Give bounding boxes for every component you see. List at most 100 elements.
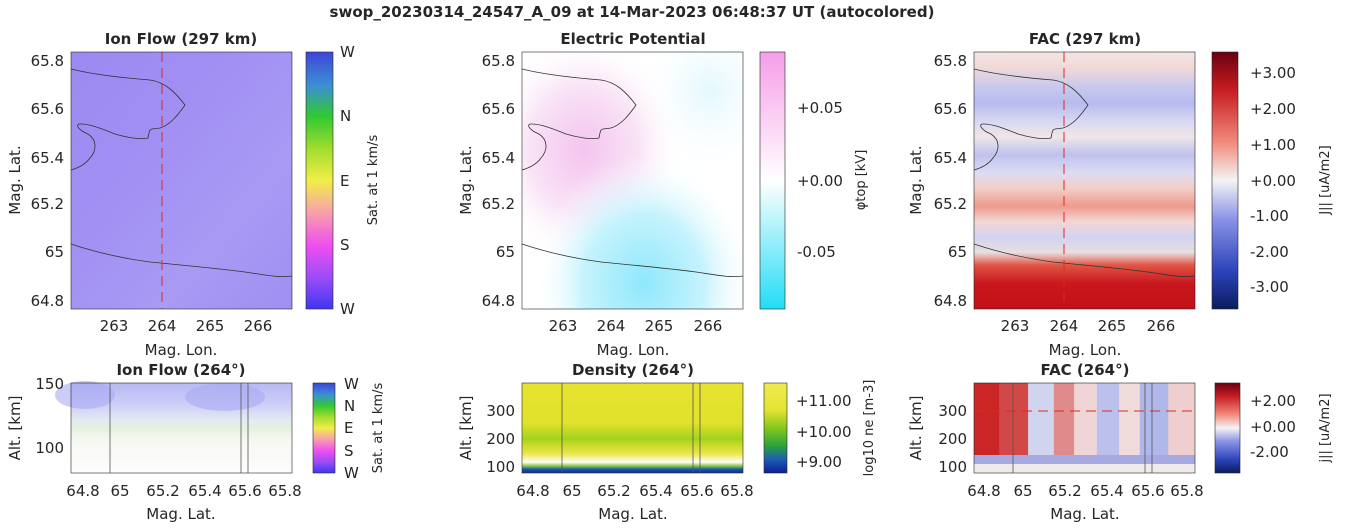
x-tick-label: 265 (196, 317, 225, 335)
x-axis-label: Mag. Lon. (1049, 341, 1122, 359)
y-tick-label: 100 (938, 458, 967, 476)
y-tick-label: 64.8 (934, 292, 967, 310)
x-tick-label: 266 (244, 317, 273, 335)
colorbar-tick-label: S (340, 236, 350, 254)
fac-map-yticks: 65.8 65.6 65.4 65.2 65 64.8 (934, 52, 967, 310)
potential-map-yticks: 65.8 65.6 65.4 65.2 65 64.8 (482, 52, 515, 310)
colorbar-tick-label: +0.05 (797, 99, 843, 117)
y-tick-label: 300 (486, 402, 515, 420)
colorbar-label: φtop [kV] (854, 150, 869, 211)
x-tick-label: 64.8 (516, 482, 549, 500)
y-tick-label: 200 (486, 430, 515, 448)
x-tick-label: 265 (645, 317, 674, 335)
x-axis-label: Mag. Lat. (1050, 505, 1119, 523)
colorbar-label: j|| [uA/m2] (1318, 393, 1333, 463)
x-tick-label: 65.6 (680, 482, 713, 500)
x-tick-label: 65.4 (188, 482, 221, 500)
y-axis-label: Mag. Lat. (907, 145, 925, 214)
y-tick-label: 65.6 (482, 100, 515, 118)
fac-alt-column (974, 383, 1000, 455)
fac-map-xticks: 263 264 265 266 (1001, 317, 1176, 335)
colorbar-tick-label: W (340, 300, 355, 318)
y-tick-label: 64.8 (31, 292, 64, 310)
colorbar-tick-label: -1.00 (1250, 207, 1289, 225)
colorbar-tick-label: -2.00 (1250, 443, 1289, 461)
colorbar-tick-label: -2.00 (1250, 243, 1289, 261)
x-tick-label: 265 (1098, 317, 1127, 335)
fac-map-field (974, 52, 1195, 309)
colorbar-tick-label: E (340, 172, 349, 190)
y-tick-label: 200 (938, 430, 967, 448)
y-tick-label: 65.6 (934, 100, 967, 118)
potential-map-panel: Electric Potential 65.8 65.6 65.4 65.2 6… (457, 30, 869, 359)
figure-title: swop_20230314_24547_A_09 at 14-Mar-2023 … (330, 3, 935, 21)
y-tick-label: 65 (45, 243, 64, 261)
y-tick-label: 65.2 (934, 195, 967, 213)
coastline (973, 68, 1089, 171)
fac-alt-column (999, 383, 1029, 455)
x-tick-label: 264 (1050, 317, 1079, 335)
potential-map-title: Electric Potential (560, 30, 705, 48)
x-tick-label: 65 (1013, 482, 1032, 500)
coastline (70, 68, 186, 171)
y-tick-label: 65 (496, 243, 515, 261)
y-axis-label: Mag. Lat. (457, 145, 475, 214)
y-tick-label: 64.8 (482, 292, 515, 310)
coastline (70, 243, 293, 278)
colorbar-tick-label: +11.00 (796, 392, 852, 410)
colorbar-tick-label: N (340, 107, 351, 125)
y-axis-label: Alt. [km] (6, 396, 24, 461)
potential-colorbar (759, 51, 786, 310)
colorbar-label: Sat. at 1 km/s (371, 383, 386, 474)
fac-alt-column (1139, 383, 1169, 455)
x-tick-label: 64.8 (66, 482, 99, 500)
y-tick-label: 65.4 (31, 149, 64, 167)
y-axis-label: Alt. [km] (457, 396, 475, 461)
x-tick-label: 65.8 (720, 482, 753, 500)
ion-flow-alt-panel: Ion Flow (264°) 150 100 64.8 65 65.2 65.… (6, 361, 386, 523)
colorbar-tick-label: W (344, 375, 359, 393)
fac-alt-lower-band (974, 455, 1195, 464)
x-axis-label: Mag. Lon. (145, 341, 218, 359)
ion-flow-map-yticks: 65.8 65.6 65.4 65.2 65 64.8 (31, 52, 64, 310)
density-alt-field (522, 383, 743, 473)
fac-alt-column (1168, 383, 1195, 455)
y-tick-label: 65 (948, 243, 967, 261)
colorbar-tick-label: +0.00 (797, 172, 843, 190)
colorbar-tick-label: -0.05 (797, 243, 836, 261)
colorbar-label: Sat. at 1 km/s (366, 135, 381, 226)
fac-alt-panel: FAC (264°) 300 200 100 64.8 65 65.2 65.4… (907, 361, 1333, 523)
x-tick-label: 65.8 (268, 482, 301, 500)
colorbar-tick-label: +3.00 (1250, 64, 1296, 82)
fac-alt-column (1028, 383, 1054, 455)
fac-map-title: FAC (297 km) (1029, 30, 1141, 48)
x-tick-label: 65.2 (597, 482, 630, 500)
colorbar-label: J|| [uA/m2] (1318, 145, 1333, 215)
x-tick-label: 65 (110, 482, 129, 500)
ion-flow-alt-colorbar (312, 382, 336, 474)
fac-alt-columns (974, 383, 1195, 455)
coastline (973, 243, 1196, 278)
y-tick-label: 65.4 (482, 149, 515, 167)
ion-flow-alt-title: Ion Flow (264°) (116, 361, 245, 379)
x-axis-label: Mag. Lat. (146, 505, 215, 523)
y-axis-label: Mag. Lat. (6, 145, 24, 214)
y-axis-label: Alt. [km] (907, 396, 925, 461)
colorbar-tick-label: +9.00 (796, 453, 842, 471)
ion-flow-alt-xticks: 64.8 65 65.2 65.4 65.6 65.8 (66, 482, 301, 500)
y-tick-label: 65.2 (31, 195, 64, 213)
y-tick-label: 65.4 (934, 149, 967, 167)
x-tick-label: 64.8 (967, 482, 1000, 500)
colorbar-tick-label: W (344, 464, 359, 482)
fac-alt-column (1096, 383, 1120, 455)
density-alt-panel: Density (264°) 300 200 100 64.8 65 65.2 … (457, 361, 877, 523)
x-tick-label: 263 (549, 317, 578, 335)
fac-alt-xticks: 64.8 65 65.2 65.4 65.6 65.8 (967, 482, 1203, 500)
potential-map-xticks: 263 264 265 266 (549, 317, 723, 335)
colorbar-tick-label: +0.00 (1250, 418, 1296, 436)
density-alt-title: Density (264°) (572, 361, 694, 379)
x-tick-label: 264 (148, 317, 177, 335)
colorbar-tick-label: +10.00 (796, 423, 852, 441)
x-tick-label: 65.2 (1048, 482, 1081, 500)
